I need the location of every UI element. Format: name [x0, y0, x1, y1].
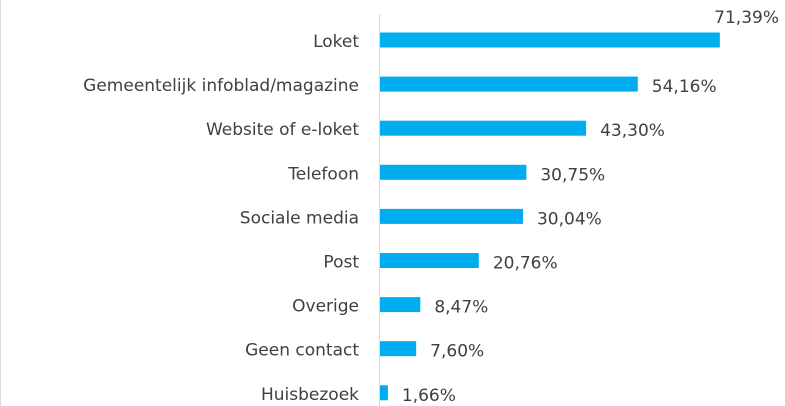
bar — [380, 76, 638, 92]
data-label: 43,30% — [600, 121, 665, 141]
bar — [380, 341, 417, 357]
category-label: Overige — [292, 297, 359, 317]
bar — [380, 32, 720, 48]
category-label: Telefoon — [287, 164, 359, 184]
category-label: Huisbezoek — [261, 385, 359, 405]
data-label: 8,47% — [434, 298, 488, 318]
data-label: 20,76% — [493, 254, 558, 274]
bar — [380, 385, 388, 401]
bar — [380, 120, 587, 136]
bar — [380, 297, 421, 313]
bar — [380, 253, 479, 268]
category-label: Sociale media — [240, 208, 359, 228]
data-label: 71,39% — [714, 8, 779, 28]
data-label: 30,75% — [540, 165, 605, 185]
data-label: 54,16% — [652, 77, 717, 97]
data-label: 7,60% — [430, 342, 484, 362]
category-label: Gemeentelijk infoblad/magazine — [83, 76, 359, 96]
category-label: Post — [323, 253, 359, 273]
bar — [380, 164, 527, 180]
category-label: Loket — [313, 32, 359, 52]
category-label: Geen contact — [245, 341, 359, 361]
data-label: 1,66% — [402, 386, 456, 406]
data-label: 30,04% — [537, 209, 602, 229]
bar — [380, 208, 523, 224]
category-label: Website of e-loket — [206, 120, 359, 140]
